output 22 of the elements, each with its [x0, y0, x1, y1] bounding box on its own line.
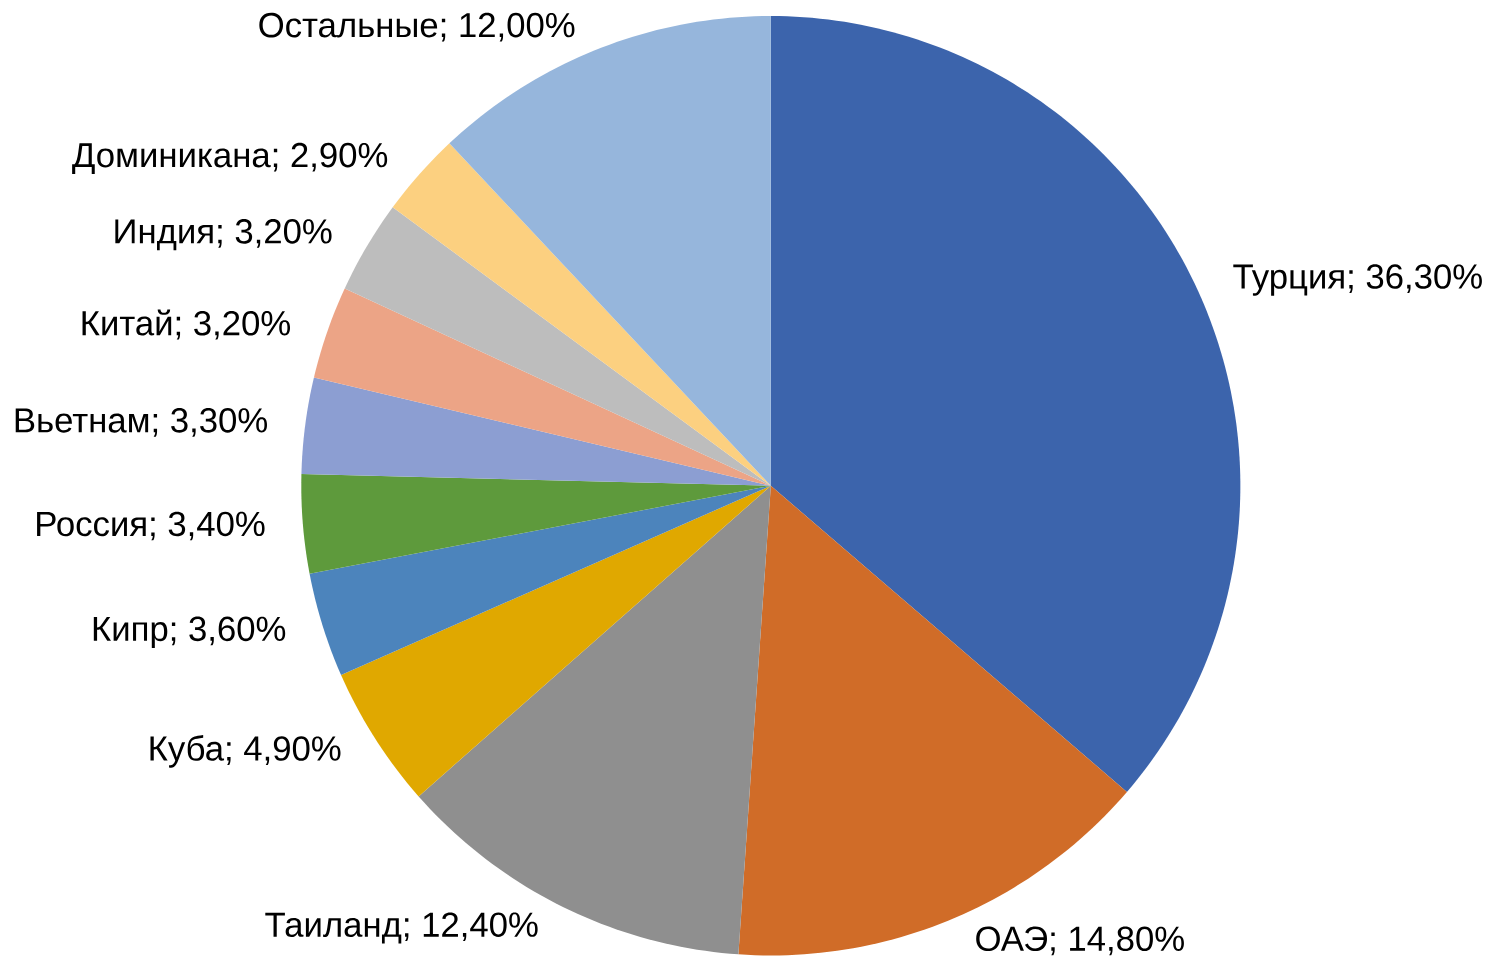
slice-label: Таиланд [265, 912, 402, 944]
data-label: ; 12,40% [405, 912, 538, 942]
data-label: ; 2,90% [273, 142, 388, 172]
data-label: ; 3,30% [153, 408, 267, 437]
slice-label: Индия [115, 219, 213, 251]
data-label: ; 3,20% [218, 219, 332, 248]
slice-label: Китай [82, 309, 172, 336]
data-label: ; 14,80% [1051, 926, 1184, 956]
data-label: ; 3,20% [176, 310, 290, 340]
data-label: ; 4,90% [227, 736, 341, 765]
data-label: ; 3,60% [171, 616, 286, 646]
slice-label: Вьетнам [15, 408, 149, 433]
slice-label: Кипр [93, 616, 168, 648]
data-label: ; 12,00% [441, 12, 575, 42]
slice-label: Россия [37, 511, 146, 537]
data-label: ; 3,40% [151, 511, 265, 541]
slice-label: Куба [150, 734, 225, 768]
slice-label: ОАЭ [976, 926, 1048, 952]
slice-label: Остальные [259, 12, 438, 38]
slice-label: Турция [1233, 264, 1344, 296]
slice-label: Доминикана [72, 143, 271, 174]
data-label: ; 36,30% [1349, 264, 1482, 293]
